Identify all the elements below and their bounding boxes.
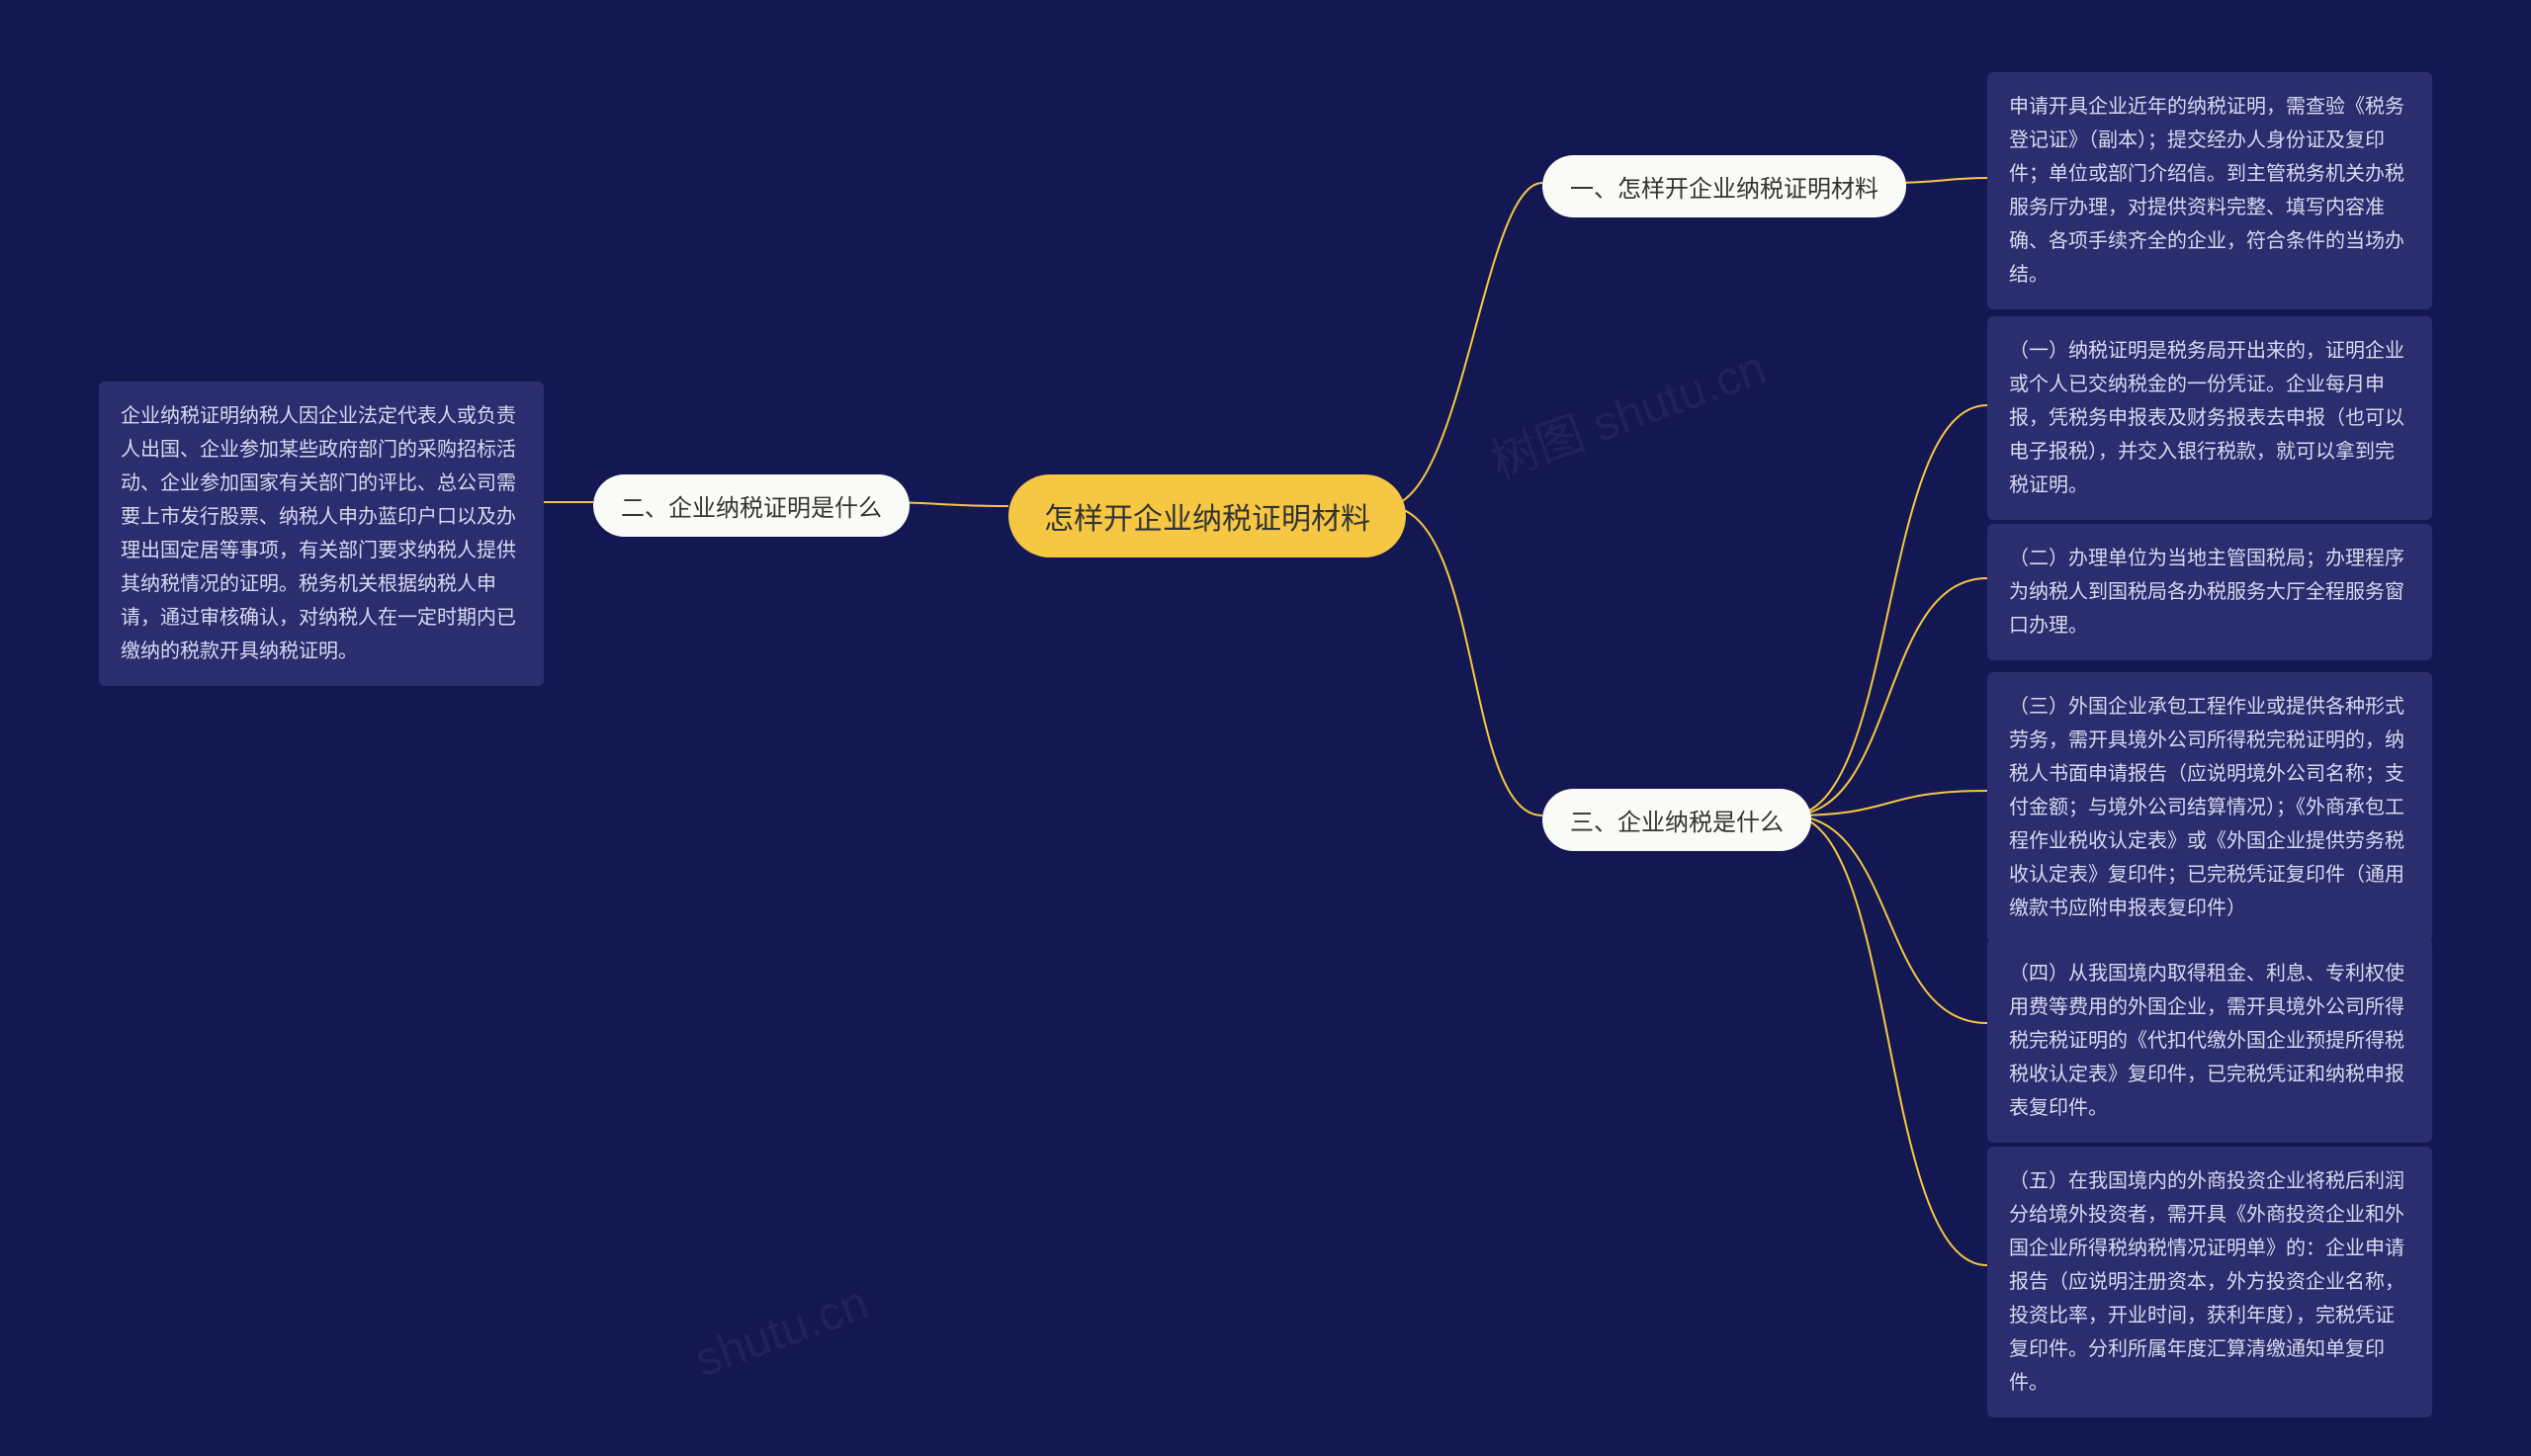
leaf-node-b3-3[interactable]: （三）外国企业承包工程作业或提供各种形式劳务，需开具境外公司所得税完税证明的，纳… <box>1987 672 2432 943</box>
leaf-node-b2-1[interactable]: 企业纳税证明纳税人因企业法定代表人或负责人出国、企业参加某些政府部门的采购招标活… <box>99 382 544 686</box>
leaf-node-b1-1[interactable]: 申请开具企业近年的纳税证明，需查验《税务登记证》（副本）；提交经办人身份证及复印… <box>1987 72 2432 309</box>
leaf-node-b3-1[interactable]: （一）纳税证明是税务局开出来的，证明企业或个人已交纳税金的一份凭证。企业每月申报… <box>1987 316 2432 520</box>
watermark: shutu.cn <box>688 1276 875 1389</box>
leaf-node-b3-5[interactable]: （五）在我国境内的外商投资企业将税后利润分给境外投资者，需开具《外商投资企业和外… <box>1987 1147 2432 1417</box>
branch-node-2[interactable]: 二、企业纳税证明是什么 <box>593 474 910 537</box>
edge <box>1789 578 1987 815</box>
edge <box>1789 815 1987 1023</box>
branch-node-3[interactable]: 三、企业纳税是什么 <box>1542 789 1811 851</box>
edge <box>1789 791 1987 815</box>
root-node[interactable]: 怎样开企业纳税证明材料 <box>1008 474 1406 557</box>
edge <box>1789 815 1987 1265</box>
edge <box>1386 506 1542 815</box>
edge <box>1386 183 1542 506</box>
leaf-node-b3-4[interactable]: （四）从我国境内取得租金、利息、专利权使用费等费用的外国企业，需开具境外公司所得… <box>1987 939 2432 1143</box>
branch-node-1[interactable]: 一、怎样开企业纳税证明材料 <box>1542 155 1906 217</box>
leaf-node-b3-2[interactable]: （二）办理单位为当地主管国税局；办理程序为纳税人到国税局各办税服务大厅全程服务窗… <box>1987 524 2432 660</box>
watermark: 树图 shutu.cn <box>1480 328 1774 491</box>
edge <box>1789 405 1987 815</box>
